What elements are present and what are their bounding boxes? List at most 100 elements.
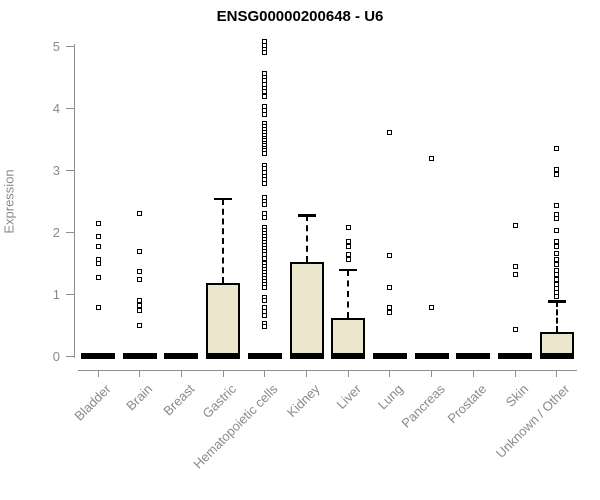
x-axis-label: Liver [333,381,365,412]
outlier-point [262,181,268,187]
outlier-point [554,171,560,177]
x-axis-label: Lung [374,381,406,413]
outlier-point [345,243,351,249]
x-axis-tick [139,370,141,377]
y-axis-line [74,44,75,358]
whisker-line [555,301,558,333]
median-bar [206,353,241,359]
y-axis-tick [66,355,74,357]
x-axis-label: Kidney [283,381,323,421]
outlier-point [387,304,393,310]
median-bar [498,353,532,359]
x-axis-tick [556,370,558,377]
outlier-point [137,322,143,328]
median-bar [81,353,115,359]
y-tick-label: 0 [52,349,60,364]
x-axis-tick [180,370,182,377]
outlier-point [554,215,560,221]
x-axis-label: Breast [160,381,198,419]
outlier-point [95,233,101,239]
y-tick-label: 4 [52,101,60,116]
y-axis-tick [66,169,74,171]
outlier-point [429,305,435,311]
whisker-line [347,269,350,319]
outlier-point [137,297,143,303]
outlier-point [262,94,268,100]
whisker-cap [214,197,233,201]
outlier-point [262,324,268,330]
outlier-point [554,251,560,257]
outlier-point [137,249,143,255]
outlier-point [137,307,143,313]
outlier-point [345,256,351,262]
outlier-point [554,239,560,245]
median-bar [247,353,282,359]
x-axis-tick [389,370,391,377]
outlier-point [95,220,101,226]
whisker-cap [339,268,358,272]
x-axis-label: Bladder [71,381,114,424]
x-axis-tick [222,370,224,377]
outlier-point [95,304,101,310]
outlier-point [137,302,143,308]
median-bar [289,353,324,359]
chart-title: ENSG00000200648 - U6 [216,8,384,25]
x-axis-label: Gastric [199,381,240,422]
outlier-point [554,166,560,172]
x-axis-label: Hematopoietic cells [190,381,281,472]
outlier-point [262,150,268,156]
whisker-cap [297,214,316,217]
outlier-point [262,111,268,117]
y-axis-title: Expression [1,169,17,234]
x-axis-tick [514,370,516,377]
x-axis-label: Prostate [444,381,490,427]
x-axis-tick [97,370,99,377]
outlier-point [345,251,351,257]
outlier-point [137,276,143,282]
median-bar [122,353,157,359]
outlier-point [554,293,560,299]
median-bar [164,353,199,359]
median-bar [414,353,449,359]
outlier-point [262,214,268,220]
whisker-cap [547,300,566,303]
median-bar [331,353,366,359]
x-axis-tick [472,370,474,377]
outlier-point [95,260,101,266]
outlier-point [554,227,560,233]
box [331,318,366,356]
x-axis-tick [347,370,349,377]
outlier-point [137,269,143,275]
median-bar [372,353,407,359]
outlier-point [554,262,560,268]
x-axis-label: Unknown / Other [493,381,573,461]
whisker-line [222,198,225,284]
box [289,261,324,356]
outlier-point [387,253,393,259]
median-bar [456,353,491,359]
outlier-point [262,298,268,304]
x-axis-tick [431,370,433,377]
y-axis-tick [66,293,74,295]
y-tick-label: 3 [52,163,60,178]
outlier-point [429,155,435,161]
outlier-point [554,244,560,250]
outlier-point [262,255,268,261]
median-bar [539,353,574,359]
outlier-point [387,285,393,291]
x-axis-label: Brain [123,381,156,414]
outlier-point [554,272,560,278]
outlier-point [387,310,393,316]
outlier-point [262,50,268,56]
x-axis-line [78,370,577,371]
outlier-point [95,243,101,249]
y-axis-tick [66,45,74,47]
outlier-point [345,225,351,231]
outlier-point [554,203,560,209]
outlier-point [512,327,518,333]
whisker-line [305,215,308,262]
outlier-point [554,256,560,262]
y-axis-tick [66,231,74,233]
y-tick-label: 1 [52,287,60,302]
